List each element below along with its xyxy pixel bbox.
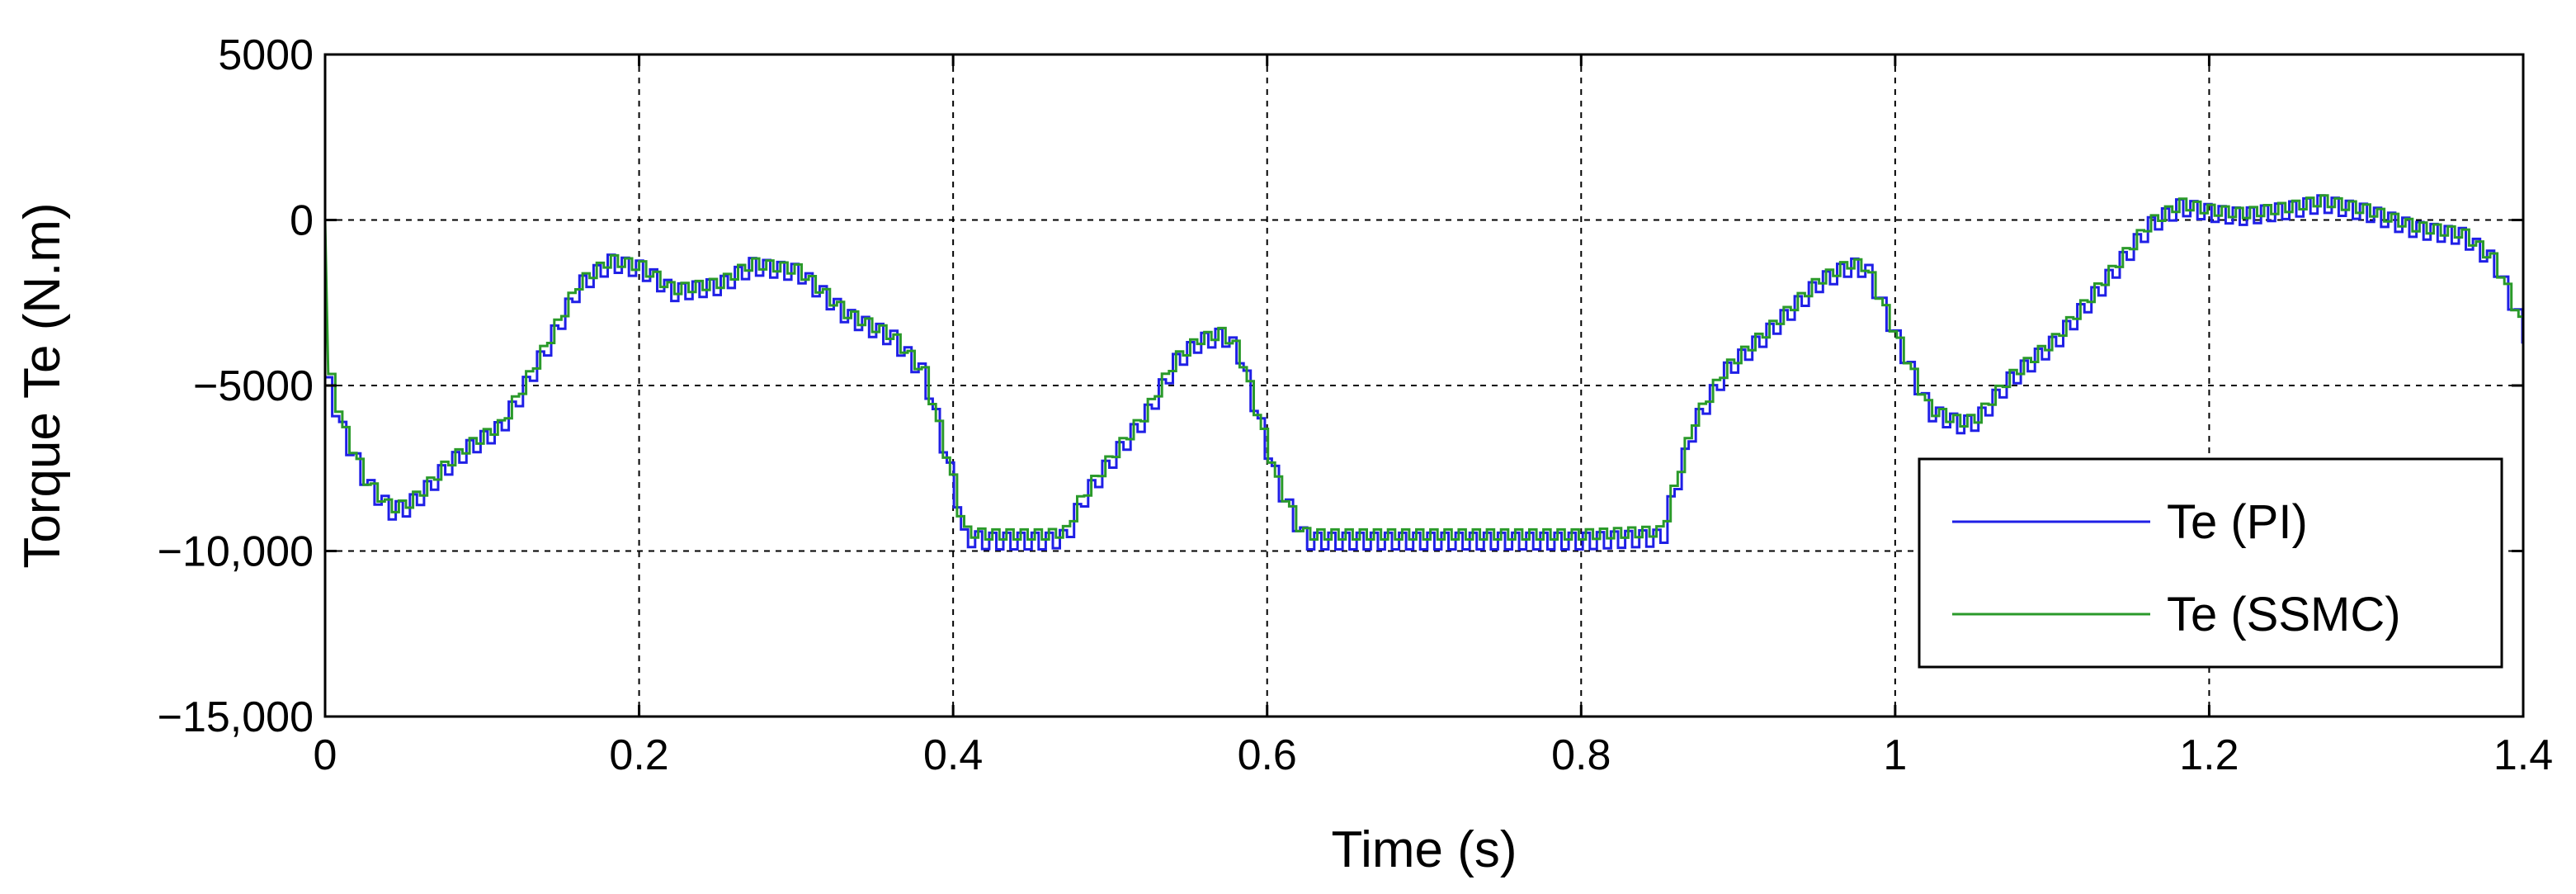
x-tick-label: 0 bbox=[314, 731, 337, 779]
legend: Te (PI) Te (SSMC) bbox=[1918, 457, 2503, 669]
axis-ticks bbox=[323, 53, 2525, 718]
legend-box bbox=[1918, 457, 2503, 669]
y-axis-title: Torque Te (N.m) bbox=[14, 202, 71, 568]
y-tick-label: −10,000 bbox=[158, 528, 314, 576]
series-line-pi bbox=[325, 194, 2524, 551]
x-tick-label: 0.8 bbox=[1551, 731, 1611, 779]
y-tick-label: 0 bbox=[290, 197, 314, 245]
x-tick-label: 1.2 bbox=[2179, 731, 2239, 779]
x-tick-label: 0.6 bbox=[1238, 731, 1297, 779]
x-tick-labels: 0 0.2 0.4 0.6 0.8 1 1.2 1.4 bbox=[314, 731, 2554, 779]
x-tick-label: 1.4 bbox=[2493, 731, 2553, 779]
legend-label-ssmc: Te (SSMC) bbox=[2167, 588, 2401, 641]
x-tick-label: 1 bbox=[1883, 731, 1907, 779]
y-tick-label: −5000 bbox=[193, 362, 314, 410]
x-tick-label: 0.4 bbox=[923, 731, 983, 779]
x-axis-title: Time (s) bbox=[1332, 821, 1517, 878]
series-group bbox=[323, 194, 2524, 551]
legend-label-pi: Te (PI) bbox=[2167, 495, 2308, 549]
y-tick-label: 5000 bbox=[218, 31, 314, 79]
series-line-ssmc bbox=[323, 194, 2523, 541]
y-tick-labels: 5000 0 −5000 −10,000 −15,000 bbox=[158, 31, 314, 741]
y-tick-label: −15,000 bbox=[158, 693, 314, 741]
x-tick-label: 0.2 bbox=[609, 731, 668, 779]
